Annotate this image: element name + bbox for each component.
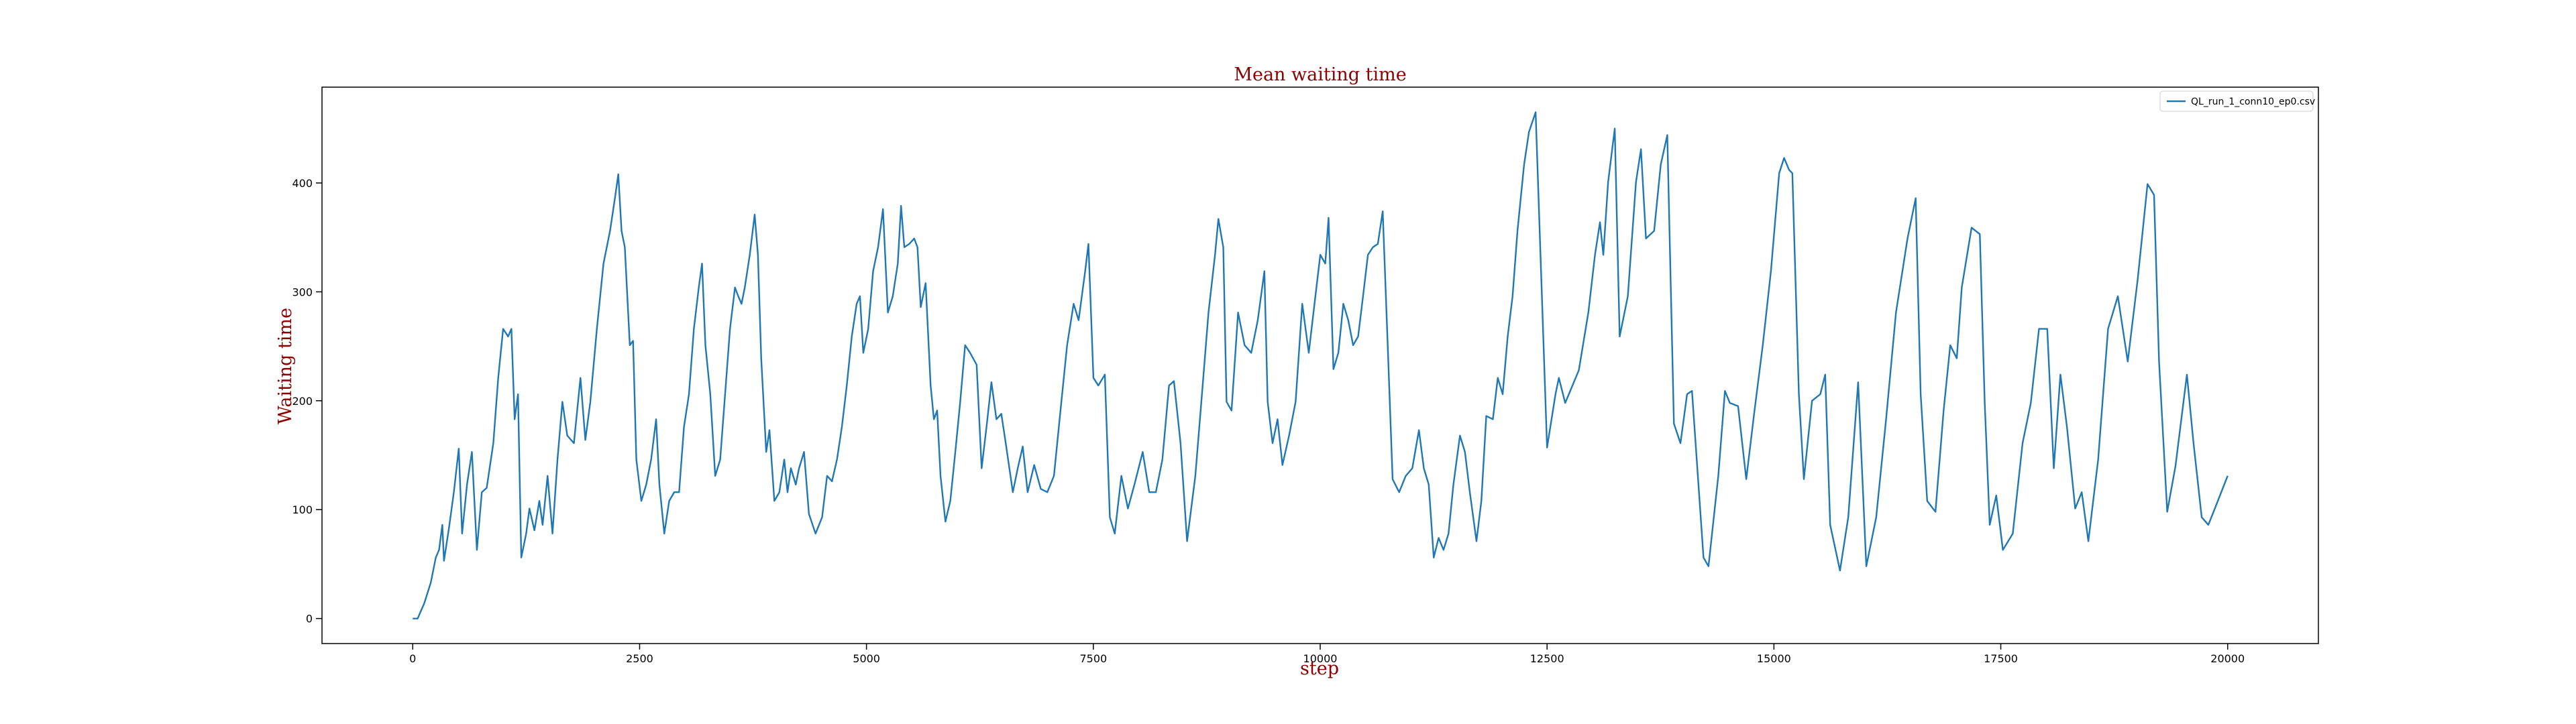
legend-box: [2159, 90, 2314, 112]
y-axis-label: Waiting time: [275, 308, 296, 424]
chart-title: Mean waiting time: [1234, 64, 1406, 85]
x-tick-label: 15000: [1757, 652, 1791, 665]
legend-label: QL_run_1_conn10_ep0.csv: [2191, 97, 2315, 107]
line-series: [413, 111, 2229, 619]
y-tick-label: 300: [292, 286, 313, 298]
x-tick-label: 5000: [853, 652, 880, 665]
y-tick-label: 400: [292, 177, 313, 190]
x-tick-label: 0: [409, 652, 416, 665]
y-tick-label: 100: [292, 503, 313, 516]
x-axis-label: step: [1300, 658, 1339, 679]
x-tick-label: 12500: [1530, 652, 1564, 665]
y-tick-label: 200: [292, 395, 313, 408]
x-tick-label: 20000: [2210, 652, 2245, 665]
x-tick-label: 7500: [1079, 652, 1107, 665]
x-tick-label: 2500: [626, 652, 653, 665]
x-tick-label: 10000: [1303, 652, 1338, 665]
x-tick-label: 17500: [1984, 652, 2018, 665]
plot-area: [413, 111, 2229, 619]
y-tick-label: 0: [306, 613, 313, 625]
